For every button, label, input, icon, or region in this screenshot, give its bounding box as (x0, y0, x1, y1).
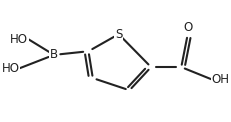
Text: HO: HO (10, 33, 28, 46)
Text: B: B (50, 48, 58, 61)
Text: OH: OH (211, 73, 228, 86)
Text: S: S (115, 28, 122, 41)
Text: O: O (182, 21, 191, 34)
Text: HO: HO (1, 62, 19, 75)
